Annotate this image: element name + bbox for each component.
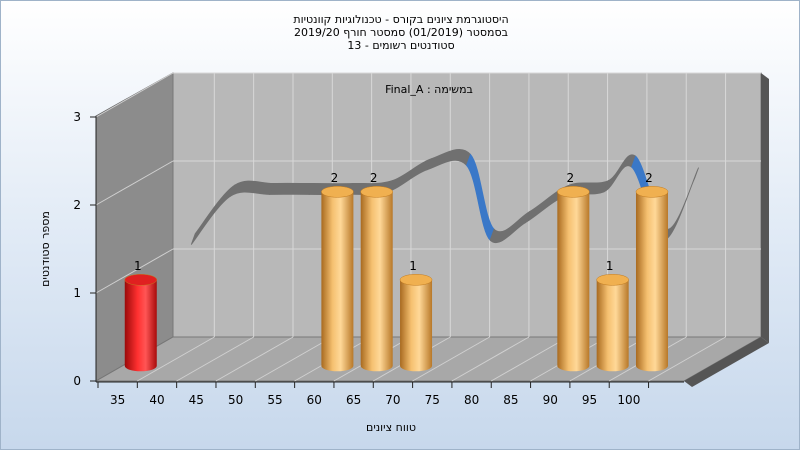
bar-65 [360, 191, 393, 372]
x-tick-label: 55 [267, 393, 282, 407]
chart-title-line-1: היסטוגרמת ציונים בקורס - טכנולוגיות קוונ… [293, 13, 509, 26]
gridline-floor [491, 336, 569, 382]
bar-top-65 [360, 186, 393, 198]
bar-top-95 [596, 274, 629, 286]
bar-top-100 [635, 186, 669, 198]
x-tick-label: 50 [228, 393, 243, 407]
gridline-floor [451, 336, 530, 382]
bar-top-70 [399, 274, 433, 286]
x-tick-label: 85 [503, 393, 518, 407]
bar-value-label: 2 [331, 171, 339, 185]
back-wall [172, 72, 762, 338]
y-tick-label: 3 [73, 110, 81, 124]
x-tick-label: 90 [543, 393, 558, 407]
bar-35 [124, 279, 157, 372]
x-tick-label: 65 [346, 393, 361, 407]
bar-value-label: 2 [370, 171, 378, 185]
gridline-floor [215, 336, 294, 382]
gridline-left-wall [95, 72, 174, 118]
gridline-floor [137, 336, 215, 382]
curve-segment [269, 182, 314, 195]
bar-70 [400, 279, 433, 372]
x-tick-label: 70 [385, 393, 400, 407]
bar-value-label: 1 [606, 259, 614, 273]
x-tick-label: 95 [582, 393, 597, 407]
x-tick-label: 100 [617, 393, 640, 407]
chart-title-line-3: סטודנטים רשומים - 13 [347, 39, 455, 52]
bar-top-35 [124, 274, 158, 286]
x-axis-label: טווח ציונים [366, 421, 416, 434]
gridline-left-wall [95, 248, 174, 294]
y-tick-label: 1 [73, 286, 81, 300]
bar-100 [635, 191, 668, 372]
x-tick-label: 60 [307, 393, 322, 407]
x-tick-label: 80 [464, 393, 479, 407]
gridline-floor [412, 336, 490, 382]
bar-value-label: 2 [567, 171, 575, 185]
chart-subtitle: Final_A : במשימה [385, 83, 473, 96]
x-tick-label: 45 [189, 393, 204, 407]
x-tick-label: 35 [110, 393, 125, 407]
y-axis-label: מספר סטודנטים [39, 211, 52, 287]
x-tick-label: 40 [149, 393, 164, 407]
bar-value-label: 2 [645, 171, 653, 185]
right-shadow [761, 73, 769, 343]
bar-95 [596, 279, 629, 372]
bar-value-label: 1 [134, 259, 142, 273]
gridline-floor [648, 336, 726, 382]
bar-90 [557, 191, 590, 372]
chart-title-line-2: בסמסטר (01/2019) סמסטר חורף 2019/20 [294, 26, 508, 39]
y-tick-label: 2 [73, 198, 81, 212]
gridline-left-wall [95, 160, 174, 206]
gridline-floor [176, 336, 254, 382]
bar-top-90 [557, 186, 590, 198]
bar-60 [321, 191, 354, 372]
bar-top-60 [321, 186, 354, 198]
x-tick-label: 75 [425, 393, 440, 407]
bar-value-label: 1 [409, 259, 417, 273]
y-tick-label: 0 [73, 374, 81, 388]
floor-shadow [684, 337, 769, 387]
gridline-floor [255, 336, 333, 382]
